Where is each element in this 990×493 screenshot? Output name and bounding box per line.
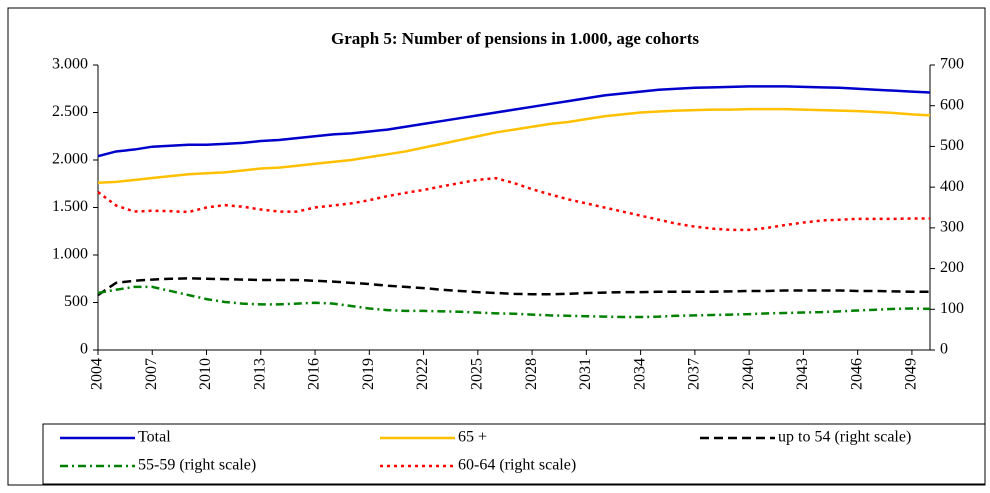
y2-tick-label: 200 — [940, 259, 964, 276]
legend-label: 60-64 (right scale) — [458, 457, 576, 474]
y-tick-label: 0 — [80, 341, 88, 358]
y-tick-label: 1.500 — [52, 198, 88, 215]
y2-tick-label: 0 — [940, 341, 948, 358]
series-line — [97, 176, 930, 232]
x-tick-label: 2028 — [523, 358, 540, 390]
x-tick-label: 2037 — [686, 358, 703, 390]
series-line — [97, 85, 931, 158]
chart-frame — [7, 7, 986, 486]
series-line — [97, 107, 931, 185]
legend-label: up to 54 (right scale) — [778, 429, 911, 446]
series-line — [97, 277, 930, 297]
x-tick-label: 2046 — [848, 358, 865, 390]
x-tick-label: 2016 — [306, 358, 323, 390]
y2-tick-label: 500 — [940, 137, 964, 154]
y2-tick-label: 400 — [940, 178, 964, 195]
y-tick-label: 500 — [64, 293, 88, 310]
x-tick-label: 2040 — [740, 358, 757, 390]
y-tick-label: 2.000 — [52, 151, 88, 168]
x-tick-label: 2004 — [89, 358, 106, 390]
x-tick-label: 2034 — [631, 358, 648, 390]
chart-title: Graph 5: Number of pensions in 1.000, ag… — [331, 29, 699, 48]
legend-box — [42, 423, 986, 485]
x-tick-label: 2022 — [414, 358, 431, 390]
y2-tick-label: 700 — [940, 56, 964, 73]
series-line — [97, 285, 931, 319]
x-tick-label: 2007 — [143, 358, 160, 390]
x-tick-label: 2043 — [794, 358, 811, 390]
x-tick-label: 2025 — [468, 358, 485, 390]
y-tick-label: 2.500 — [52, 103, 88, 120]
y2-tick-label: 600 — [940, 96, 964, 113]
y2-tick-label: 300 — [940, 219, 964, 236]
x-tick-label: 2049 — [903, 358, 920, 390]
x-tick-label: 2010 — [197, 358, 214, 390]
y-tick-label: 3.000 — [52, 56, 88, 73]
x-tick-label: 2031 — [577, 358, 594, 390]
legend-label: 55-59 (right scale) — [138, 457, 256, 474]
legend-label: 65 + — [458, 429, 487, 446]
x-tick-label: 2019 — [360, 358, 377, 390]
y2-tick-label: 100 — [940, 300, 964, 317]
legend-label: Total — [138, 429, 171, 446]
y-tick-label: 1.000 — [52, 246, 88, 263]
x-tick-label: 2013 — [251, 358, 268, 390]
